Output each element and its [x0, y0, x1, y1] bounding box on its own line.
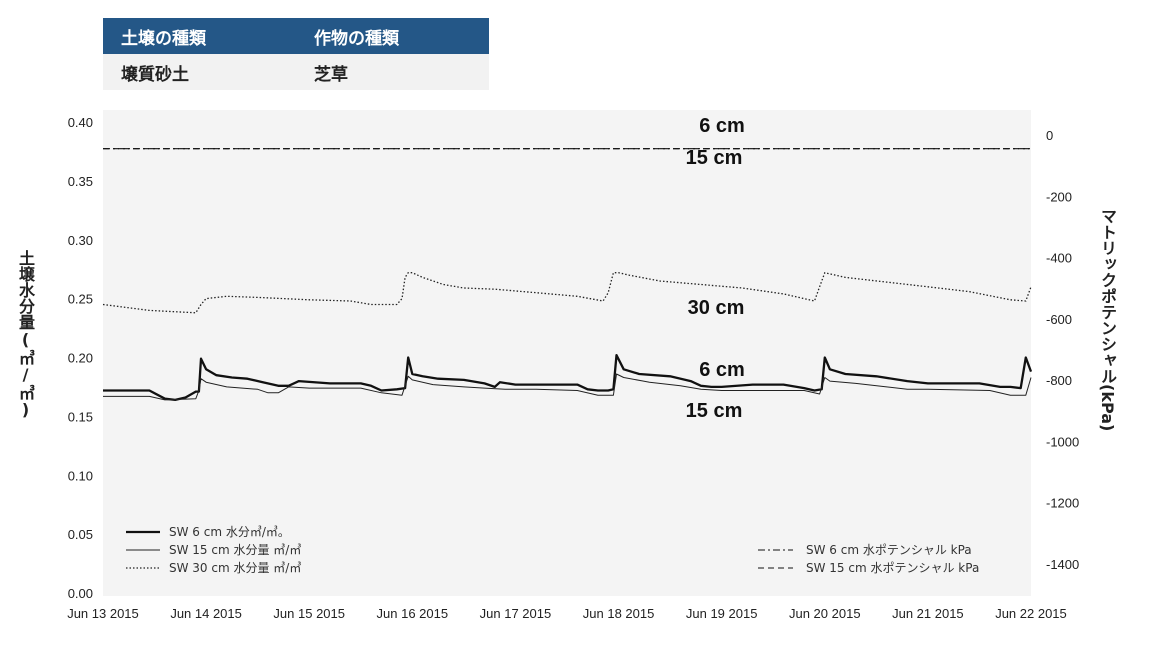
- crop-type-value: 芝草: [296, 54, 489, 90]
- series-annotation: 30 cm: [688, 297, 745, 319]
- x-tick-label: Jun 14 2015: [170, 606, 242, 621]
- y-left-tick-label: 0.20: [68, 351, 93, 366]
- x-tick-label: Jun 18 2015: [583, 606, 655, 621]
- series-line-0: [103, 353, 1033, 402]
- y-right-tick-label: -1400: [1046, 557, 1079, 572]
- soil-type-value: 壌質砂土: [103, 54, 296, 90]
- y-left-tick-label: 0.10: [68, 468, 93, 483]
- soil-type-header: 土壌の種類: [103, 18, 296, 54]
- y-right-tick-label: -1200: [1046, 496, 1079, 511]
- y-axis-left-label: 土壌水分量(㎥/㎥): [16, 250, 35, 419]
- x-tick-label: Jun 20 2015: [789, 606, 861, 621]
- y-left-tick-label: 0.00: [68, 586, 93, 601]
- x-tick-label: Jun 16 2015: [377, 606, 449, 621]
- y-right-tick-label: -200: [1046, 189, 1072, 204]
- crop-type-header: 作物の種類: [296, 18, 489, 54]
- legend-entry: SW 6 cm 水分㎥/㎥。: [169, 525, 290, 539]
- y-left-tick-label: 0.40: [68, 115, 93, 130]
- x-tick-label: Jun 19 2015: [686, 606, 758, 621]
- y-left-tick-label: 0.15: [68, 409, 93, 424]
- x-tick-label: Jun 22 2015: [995, 606, 1067, 621]
- series-annotation: 6 cm: [699, 115, 745, 137]
- info-table-header-row: 土壌の種類 作物の種類: [103, 18, 489, 54]
- x-tick-label: Jun 15 2015: [273, 606, 345, 621]
- info-table: 土壌の種類 作物の種類 壌質砂土 芝草: [103, 18, 489, 90]
- y-right-tick-label: 0: [1046, 128, 1053, 143]
- y-right-tick-label: -600: [1046, 312, 1072, 327]
- y-left-tick-label: 0.30: [68, 233, 93, 248]
- y-axis-right-label: マトリックポテンシャル(kPa): [1098, 208, 1117, 432]
- series-line-2: [102, 272, 1032, 314]
- series-annotation: 15 cm: [686, 147, 743, 169]
- y-right-tick-label: -1000: [1046, 434, 1079, 449]
- y-left-tick-label: 0.25: [68, 292, 93, 307]
- legend-entry: SW 15 cm 水分量 ㎥/㎥: [169, 543, 301, 557]
- legend-entry: SW 6 cm 水ポテンシャル kPa: [806, 543, 972, 557]
- legend-entry: SW 15 cm 水ポテンシャル kPa: [806, 561, 979, 575]
- x-tick-label: Jun 21 2015: [892, 606, 964, 621]
- y-left-tick-label: 0.05: [68, 527, 93, 542]
- y-right-tick-label: -400: [1046, 251, 1072, 266]
- y-left-tick-label: 0.35: [68, 174, 93, 189]
- series-line-1: [103, 373, 1032, 401]
- series-annotation: 15 cm: [686, 400, 743, 422]
- legend-entry: SW 30 cm 水分量 ㎥/㎥: [169, 561, 301, 575]
- x-tick-label: Jun 17 2015: [480, 606, 552, 621]
- y-right-tick-label: -800: [1046, 373, 1072, 388]
- series-annotation: 6 cm: [699, 359, 745, 381]
- x-tick-label: Jun 13 2015: [67, 606, 139, 621]
- info-table-value-row: 壌質砂土 芝草: [103, 54, 489, 90]
- plot-area: [103, 110, 1031, 596]
